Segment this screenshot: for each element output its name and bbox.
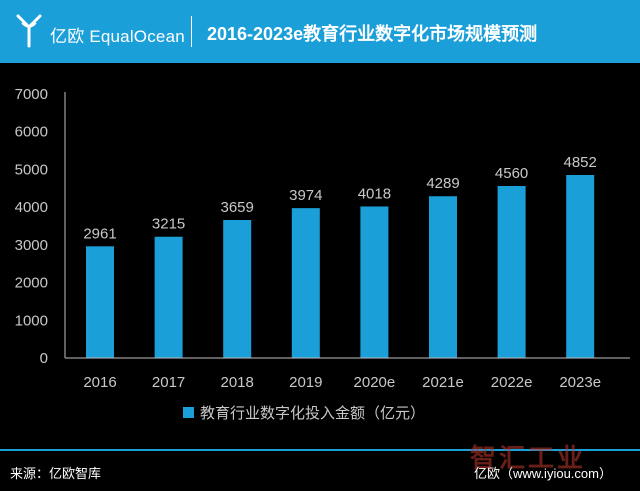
- data-label: 3659: [221, 199, 254, 216]
- x-tick-label: 2023e: [559, 374, 601, 391]
- bar-chart: 0 1000 2000 3000 4000 5000 6000 7000 2961 3215 36…: [15, 86, 630, 422]
- x-tick-label: 2019: [289, 374, 322, 391]
- x-tick-label: 2021e: [422, 374, 464, 391]
- data-label: 4018: [358, 185, 391, 202]
- y-tick-label: 4000: [15, 199, 48, 216]
- y-tick-label: 7000: [15, 86, 48, 103]
- y-tick-label: 2000: [15, 275, 48, 292]
- x-tick-label: 2017: [152, 374, 185, 391]
- y-tick-label: 1000: [15, 312, 48, 329]
- bar: [154, 236, 183, 358]
- data-label: 4852: [564, 154, 597, 171]
- bar: [223, 220, 252, 358]
- logo-text: 亿欧 EqualOcean: [50, 27, 185, 46]
- header-bar: 亿欧 EqualOcean 2016-2023e教育行业数字化市场规模预测: [0, 0, 640, 63]
- bar: [429, 196, 457, 358]
- header-divider: [191, 16, 192, 47]
- bar: [86, 246, 114, 358]
- data-label: 4289: [426, 175, 459, 192]
- bar: [566, 175, 595, 358]
- legend: 教育行业数字化投入金额（亿元）: [183, 405, 425, 422]
- chart-title: 2016-2023e教育行业数字化市场规模预测: [207, 24, 538, 44]
- x-tick-label: 2020e: [354, 374, 396, 391]
- data-label: 2961: [83, 225, 116, 242]
- bars: 2961 3215 3659 3974 4018 4289 4560 4852: [83, 154, 597, 358]
- data-label: 4560: [495, 165, 528, 182]
- equalocean-logo-icon: [16, 14, 42, 48]
- site-note: 亿欧（www.iyiou.com）: [474, 466, 612, 481]
- y-tick-label: 6000: [15, 124, 48, 141]
- data-label: 3974: [289, 187, 322, 204]
- y-tick-label: 5000: [15, 161, 48, 178]
- legend-label: 教育行业数字化投入金额（亿元）: [200, 405, 425, 422]
- bar: [497, 186, 526, 358]
- bar: [291, 208, 320, 358]
- y-tick-label: 3000: [15, 237, 48, 254]
- y-tick-label: 0: [40, 350, 48, 367]
- x-tick-label: 2018: [221, 374, 254, 391]
- x-axis: 2016 2017 2018 2019 2020e 2021e 2022e 2023e: [65, 357, 630, 391]
- x-tick-label: 2022e: [491, 374, 533, 391]
- source-note: 来源：亿欧智库: [10, 466, 102, 481]
- bar: [360, 206, 389, 358]
- watermark: 智汇工业: [470, 443, 587, 473]
- footer-divider: [0, 449, 640, 451]
- y-axis: 0 1000 2000 3000 4000 5000 6000 7000: [15, 86, 66, 367]
- legend-swatch: [183, 407, 194, 418]
- data-label: 3215: [152, 216, 185, 233]
- x-tick-label: 2016: [83, 374, 116, 391]
